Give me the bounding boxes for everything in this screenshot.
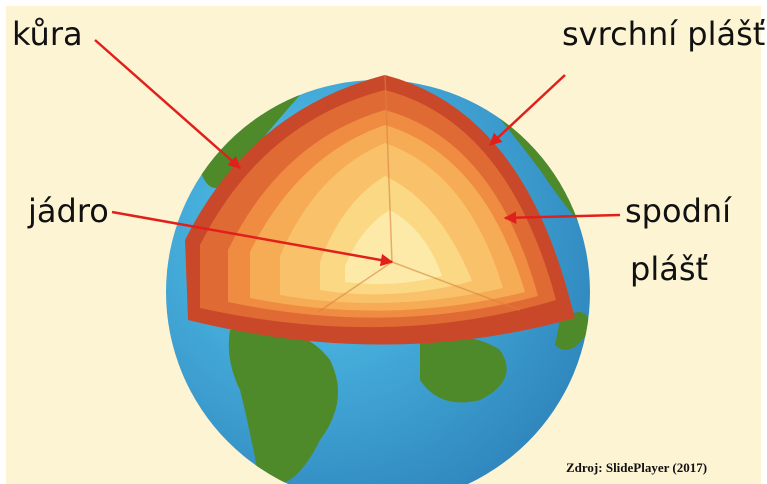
label-upper-mantle: svrchní plášť [562, 15, 765, 53]
label-lower-mantle: spodní [625, 192, 732, 230]
source: Zdroj: SlidePlayer (2017) [566, 460, 707, 475]
label-crust: kůra [12, 15, 83, 53]
label-lower-mantle: plášť [630, 250, 708, 288]
arrows [94, 39, 621, 267]
cutaway [185, 74, 575, 345]
label-core: jádro [27, 192, 109, 230]
